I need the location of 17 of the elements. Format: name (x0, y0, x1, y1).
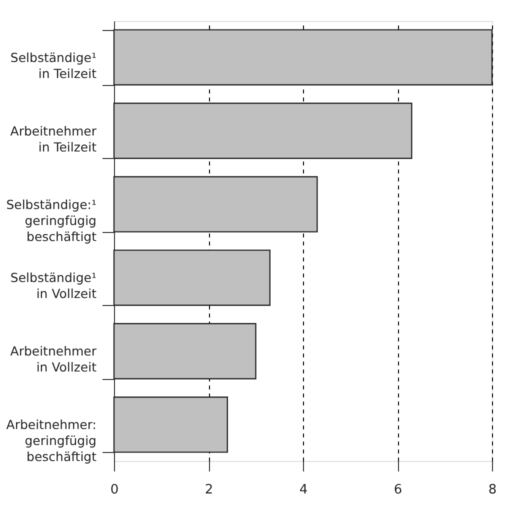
y-tick-label: Selbständige:¹ geringfügig beschäftigt (6, 196, 97, 244)
bar (113, 176, 318, 232)
x-tick-label: 6 (394, 482, 402, 498)
bar (113, 102, 412, 159)
y-tick-label: Arbeitnehmer in Vollzeit (10, 344, 98, 375)
bar (113, 323, 256, 380)
x-tick-label: 8 (488, 482, 497, 498)
x-tick-label: 0 (110, 482, 119, 498)
y-tick-label: Arbeitnehmer in Teilzeit (10, 123, 98, 154)
x-tick-label: 4 (299, 482, 308, 498)
bar (113, 29, 493, 86)
y-tick-label: Arbeitnehmer: geringfügig beschäftigt (6, 417, 97, 464)
y-tick-label: Selbständige¹ in Teilzeit (10, 50, 97, 81)
y-tick-label: Selbständige¹ in Vollzeit (10, 270, 97, 302)
bar (113, 396, 228, 453)
x-tick-label: 2 (204, 482, 214, 498)
bar (113, 250, 271, 306)
